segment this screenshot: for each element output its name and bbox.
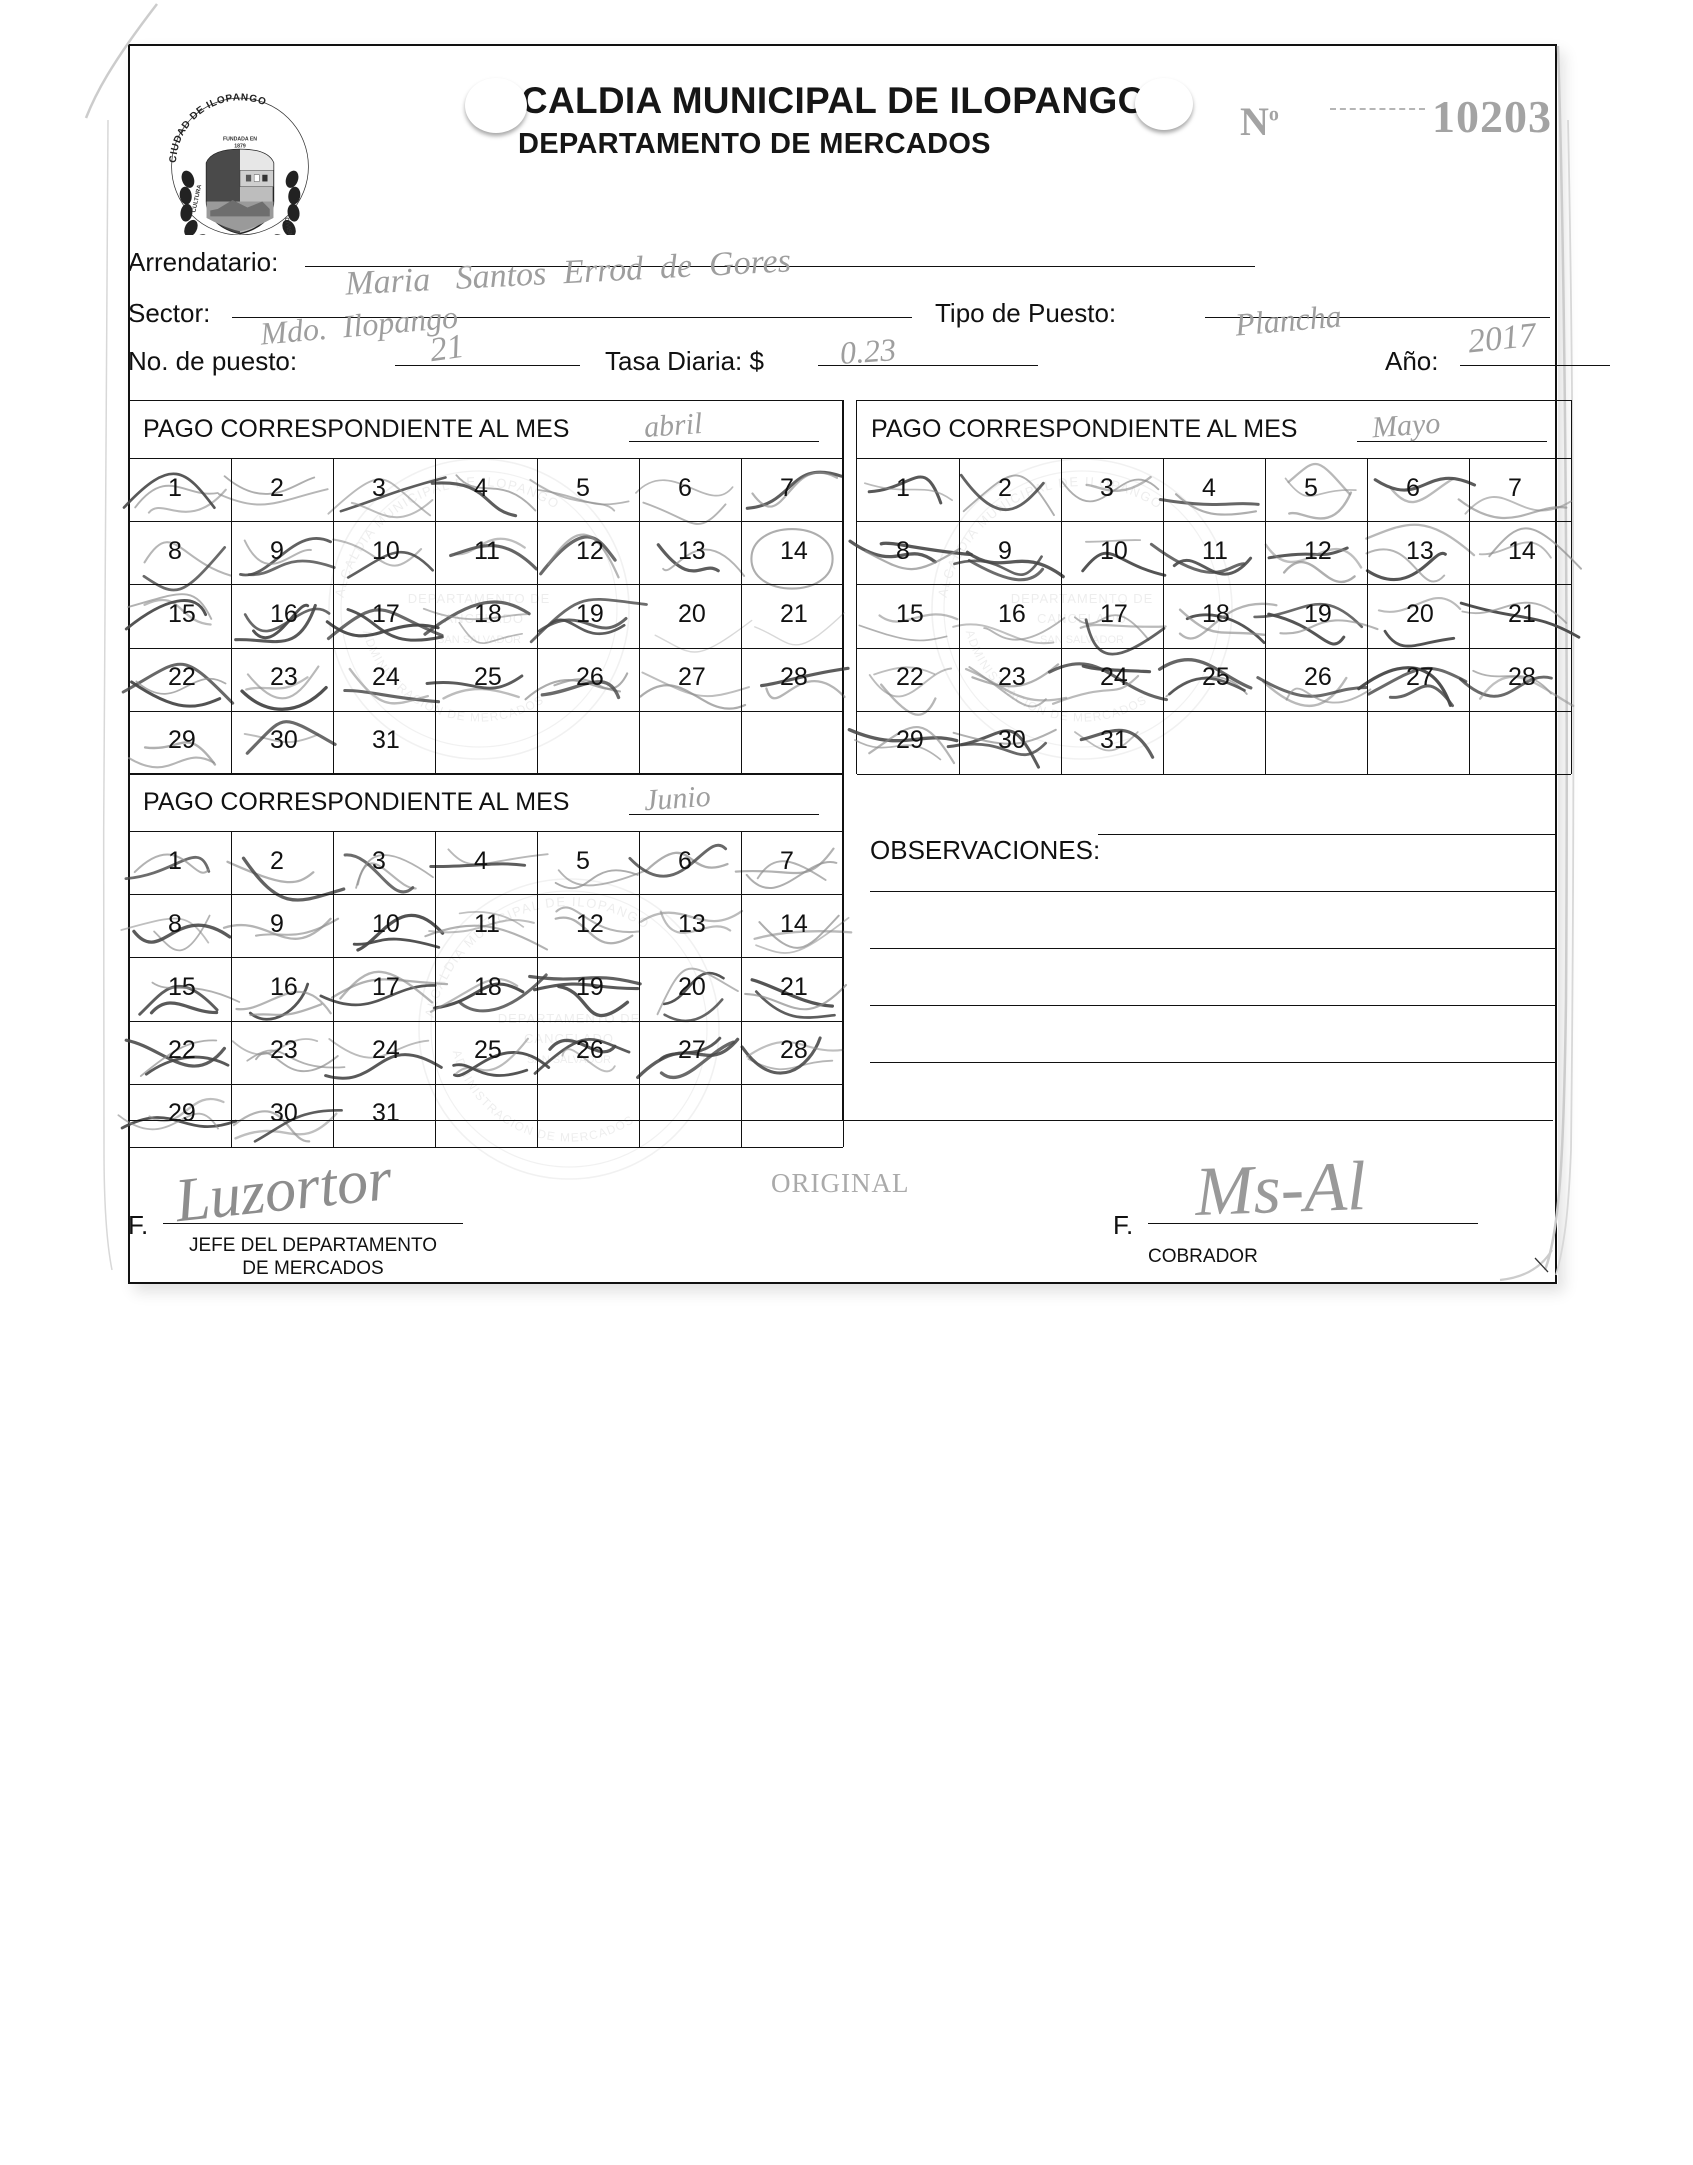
svg-text:DEPARTAMENTO DE: DEPARTAMENTO DE [1011,591,1154,606]
svg-text:CULTURA: CULTURA [191,184,203,214]
svg-text:1879: 1879 [234,143,246,149]
svg-text:FUNDADA EN: FUNDADA EN [223,137,257,143]
svg-text:SAN SALVADOR: SAN SALVADOR [1040,634,1124,646]
svg-text:ALCALDIA MUNICIPAL DE ILOPANGO: ALCALDIA MUNICIPAL DE ILOPANGO [935,474,1166,599]
svg-text:SAN SALVADOR: SAN SALVADOR [437,634,521,646]
svg-text:ALCALDIA MUNICIPAL DE ILOPANGO: ALCALDIA MUNICIPAL DE ILOPANGO [332,474,563,599]
svg-text:DEPARTAMENTO DE: DEPARTAMENTO DE [498,1011,641,1026]
